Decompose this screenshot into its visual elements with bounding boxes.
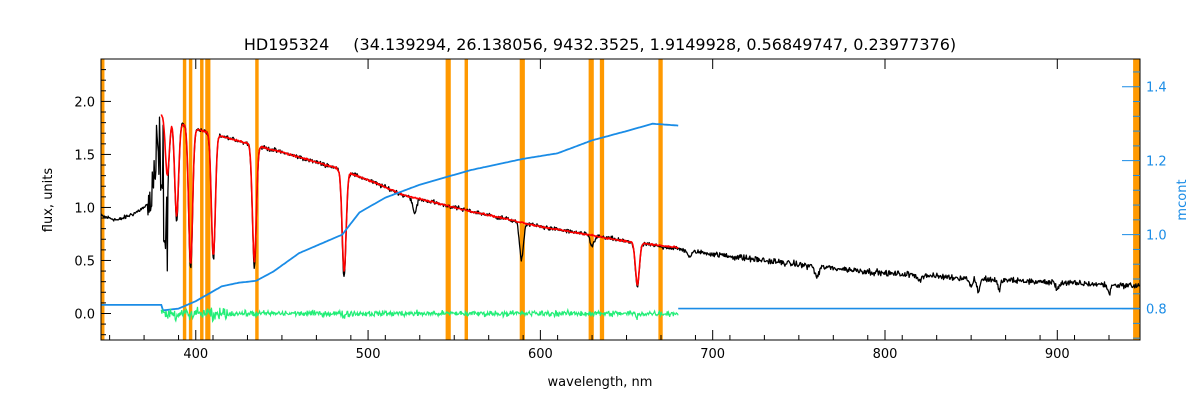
y-tick-label: 2.0 — [74, 95, 95, 110]
x-axis-label: wavelength, nm — [548, 375, 653, 390]
residual-line — [160, 306, 679, 323]
y-tick-label: 0.0 — [74, 307, 95, 322]
continuum-curve — [101, 122, 679, 312]
masked-region — [200, 59, 204, 340]
x-tick-label: 700 — [700, 347, 725, 362]
masked-regions — [101, 59, 1140, 340]
masked-region — [519, 59, 525, 340]
y-tick-label: 1.0 — [74, 201, 95, 216]
y2-tick-label: 0.8 — [1146, 303, 1167, 318]
masked-region — [188, 59, 193, 340]
chart-title: HD195324 (34.139294, 26.138056, 9432.3525… — [244, 35, 956, 54]
chart-title-name: HD195324 — [244, 35, 329, 54]
y2-tick-label: 1.2 — [1146, 155, 1167, 170]
masked-region — [101, 59, 105, 340]
masked-region — [445, 59, 451, 340]
x-tick-label: 600 — [528, 347, 553, 362]
masked-region — [464, 59, 469, 340]
plot-frame — [100, 58, 1141, 341]
masked-region — [588, 59, 594, 340]
masked-region — [205, 59, 211, 340]
series-layer — [100, 114, 1141, 323]
y-axis-label: flux, units — [41, 168, 56, 233]
x-tick-label: 800 — [873, 347, 898, 362]
model-spectrum-line — [160, 114, 679, 286]
x-tick-label: 900 — [1045, 347, 1070, 362]
masked-region — [1133, 59, 1140, 340]
masked-region — [599, 59, 605, 340]
x-tick-label: 500 — [356, 347, 381, 362]
masked-region — [182, 59, 187, 340]
y-tick-label: 1.5 — [74, 148, 95, 163]
y2-tick-label: 1.0 — [1146, 229, 1167, 244]
y2-tick-label: 1.4 — [1146, 81, 1167, 96]
x-tick-label: 400 — [183, 347, 208, 362]
masked-region — [658, 59, 663, 340]
y2-axis-label: mcont — [1175, 179, 1190, 220]
axis-layer: 400 500 600 700 800 900 0.0 0.5 1.0 1.5 2.0 0.8 1.0 1… — [74, 59, 1167, 362]
y-tick-label: 0.5 — [74, 254, 95, 269]
chart-title-params: (34.139294, 26.138056, 9432.3525, 1.9149… — [353, 35, 956, 54]
